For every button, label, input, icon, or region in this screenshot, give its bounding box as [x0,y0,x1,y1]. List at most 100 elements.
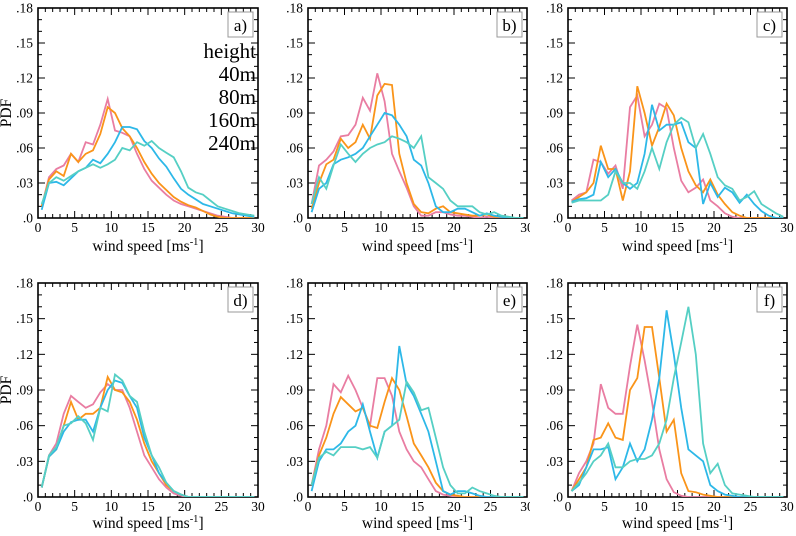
y-tick-label: .0 [293,211,303,226]
y-tick-label: .06 [546,141,563,156]
panel-b: 0 5 10 15 20 25 30 .0 .03 .06 .09 .12 .15 .18 wind spe… [265,0,534,265]
panel-label-box [496,11,523,38]
panel-c: 0 5 10 15 20 25 30 .0 .03 .06 .09 .12 .15 .18 wind spe… [530,0,796,265]
y-tick-label: .03 [546,176,563,191]
x-tick-label: 10 [374,220,388,235]
series-line-40m [310,373,524,497]
panel-label: a) [234,16,247,35]
axes [307,7,528,219]
y-tick-label: .0 [23,211,33,226]
curves [40,95,255,218]
legend-entry-240m: 240m [208,131,256,155]
y-tick-label: .06 [286,418,303,433]
x-tick-label: 30 [520,220,530,235]
x-tick-label: 10 [634,220,648,235]
legend-entry-40m: 40m [219,62,256,86]
y-tick-label: .18 [16,276,33,291]
series-line-240m [571,116,784,218]
x-tick-label: 20 [178,499,192,514]
y-tick-label: .06 [546,418,563,433]
x-tick-label: 25 [215,499,229,514]
curves [310,73,524,218]
x-tick-label: 25 [215,220,229,235]
y-tick-label: .12 [16,347,33,362]
y-tick-label: .06 [16,141,33,156]
series-line-160m [310,111,524,218]
y-tick-label: .12 [546,71,563,86]
y-tick-label: .03 [546,454,563,469]
x-tick-label: 5 [341,220,348,235]
x-tick-label: 10 [374,499,388,514]
series-line-40m [571,93,784,218]
series-line-80m [570,326,784,497]
x-tick-label: 15 [671,220,685,235]
panel-label-box [756,286,783,313]
panel-f: 0 5 10 15 20 25 30 .0 .03 .06 .09 .12 .15 .18 wind spe… [530,265,796,536]
panel-label-box [756,11,783,38]
series-line-240m [40,372,255,497]
legend-entry-160m: 160m [208,108,256,132]
x-axis-title: wind speed [ms-1] [92,514,203,532]
y-tick-label: .12 [286,347,303,362]
series-line-80m [40,374,255,497]
panel-e: 0 5 10 15 20 25 30 .0 .03 .06 .09 .12 .15 .18 wind spe… [265,265,534,536]
x-tick-label: 20 [447,499,461,514]
y-tick-label: .03 [286,454,303,469]
legend-entry-80m: 80m [219,85,256,109]
x-tick-label: 5 [341,499,348,514]
chart-panel-a: 0 5 10 15 20 25 30 .0 .03 .06 .09 .12 .15 .18 wind spe… [0,1,265,256]
x-axis-title: wind speed [ms-1] [362,237,473,255]
x-tick-label: 5 [71,220,78,235]
y-tick-label: .18 [546,276,563,291]
y-tick-label: .03 [286,176,303,191]
series-line-80m [571,85,784,218]
y-tick-label: .06 [16,418,33,433]
x-tick-label: 5 [71,499,78,514]
chart-panel-e: 0 5 10 15 20 25 30 .0 .03 .06 .09 .12 .15 .18 wind spe… [286,276,534,533]
series-line-240m [40,139,255,217]
y-tick-label: .15 [546,311,563,326]
panel-label-box [227,286,254,313]
y-tick-label: .03 [16,176,33,191]
x-axis-title: wind speed [ms-1] [92,237,203,255]
plot-frame [567,7,788,219]
curves [40,372,255,497]
y-tick-label: .0 [553,490,563,505]
plot-frame [307,7,528,219]
y-tick-label: .15 [16,311,33,326]
x-tick-label: 30 [520,499,530,514]
series-line-160m [571,310,784,497]
panel-label-box [496,286,523,313]
y-tick-label: .12 [286,71,303,86]
y-tick-label: .0 [23,490,33,505]
x-tick-label: 15 [141,220,155,235]
y-axis-title: PDF [0,375,15,404]
x-tick-label: 15 [411,499,425,514]
y-tick-label: .15 [546,36,563,51]
panel-label-box [227,11,254,38]
plot-frame [37,282,259,498]
y-tick-label: .0 [553,211,563,226]
x-tick-label: 0 [35,499,42,514]
series-line-40m [40,382,255,497]
x-tick-label: 10 [634,499,648,514]
y-tick-label: .09 [16,383,33,398]
chart-panel-c: 0 5 10 15 20 25 30 .0 .03 .06 .09 .12 .15 .18 wind spe… [546,1,794,256]
chart-panel-f: 0 5 10 15 20 25 30 .0 .03 .06 .09 .12 .15 .18 wind spe… [546,276,794,533]
panel-label: e) [503,291,516,310]
x-tick-label: 10 [105,220,119,235]
x-tick-label: 25 [744,499,758,514]
curves [571,85,784,218]
y-tick-label: .09 [286,383,303,398]
x-tick-label: 30 [780,499,794,514]
x-tick-label: 30 [780,220,794,235]
x-tick-label: 0 [305,220,312,235]
legend-title: height [204,39,257,63]
x-tick-label: 20 [707,499,721,514]
x-tick-label: 0 [35,220,42,235]
x-tick-label: 15 [141,499,155,514]
panel-d: 0 5 10 15 20 25 30 .0 .03 .06 .09 .12 .15 .18 wind spe… [0,265,265,536]
chart-panel-b: 0 5 10 15 20 25 30 .0 .03 .06 .09 .12 .15 .18 wind spe… [286,1,534,256]
panel-a: 0 5 10 15 20 25 30 .0 .03 .06 .09 .12 .15 .18 wind spe… [0,0,265,265]
y-tick-label: .09 [16,106,33,121]
